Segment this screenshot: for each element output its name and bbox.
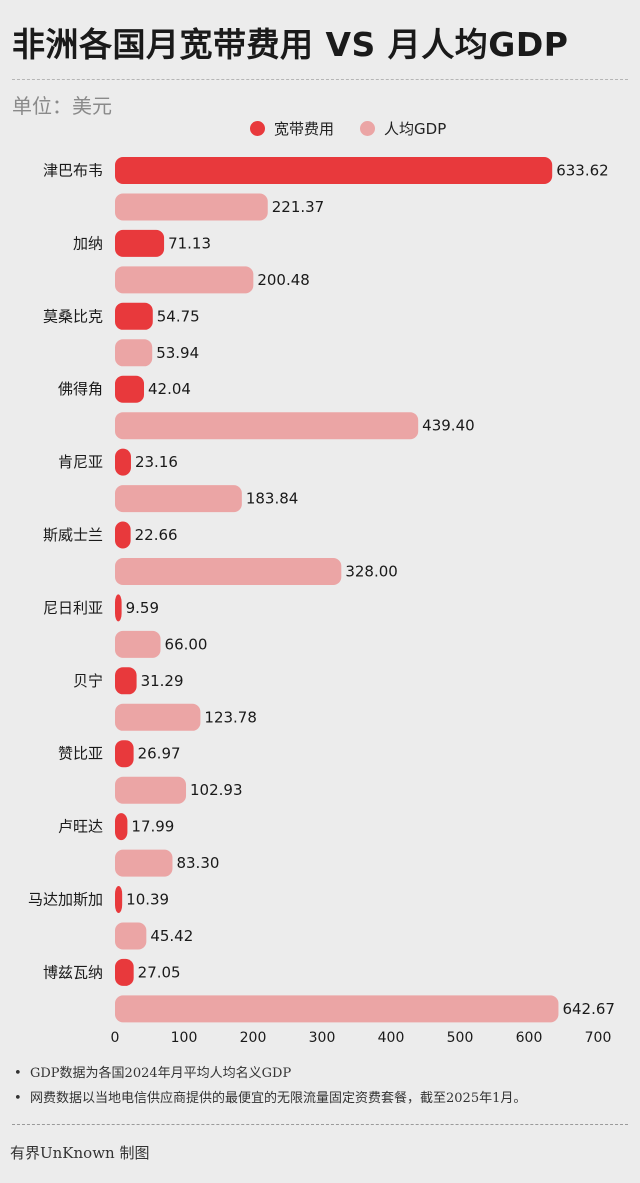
bar-gdp [115, 995, 559, 1023]
data-label: 54.75 [157, 307, 200, 325]
category-label: 加纳 [73, 234, 103, 252]
credit-line: 有界UnKnown 制图 [10, 1144, 150, 1162]
x-tick-label: 400 [378, 1030, 405, 1046]
data-label: 23.16 [135, 453, 178, 471]
data-label: 17.99 [131, 818, 174, 836]
category-label: 赞比亚 [58, 745, 103, 763]
x-tick-label: 300 [309, 1030, 336, 1046]
bar-gdp [115, 776, 187, 804]
legend-item-broadband: 宽带费用 [250, 118, 334, 139]
x-tick-label: 600 [516, 1030, 543, 1046]
data-label: 45.42 [150, 927, 193, 945]
data-label: 66.00 [165, 635, 208, 653]
category-label: 马达加斯加 [28, 891, 103, 909]
data-label: 27.05 [138, 963, 181, 981]
bar-gdp [115, 558, 342, 585]
footnote-gdp: GDP数据为各国2024年月平均人均名义GDP [10, 1064, 630, 1083]
chart-title: 非洲各国月宽带费用 VS 月人均GDP [12, 25, 569, 64]
data-label: 102.93 [190, 781, 243, 799]
bar-broadband [115, 958, 134, 986]
category-label: 佛得角 [58, 380, 103, 398]
bar-broadband [115, 302, 153, 330]
x-tick-label: 100 [171, 1030, 198, 1046]
legend-item-gdp: 人均GDP [360, 118, 446, 139]
bar-gdp [115, 412, 419, 440]
bar-gdp [115, 339, 153, 367]
data-label: 31.29 [141, 672, 184, 690]
bar-broadband [115, 375, 145, 403]
bar-broadband [115, 594, 122, 622]
category-label: 博兹瓦纳 [43, 963, 103, 981]
legend-label-broadband: 宽带费用 [274, 120, 335, 138]
data-label: 183.84 [246, 490, 299, 508]
top-divider [12, 79, 628, 80]
data-label: 221.37 [272, 198, 325, 216]
data-label: 9.59 [126, 599, 159, 617]
data-label: 439.40 [422, 417, 475, 435]
data-label: 83.30 [176, 854, 219, 872]
category-label: 肯尼亚 [58, 453, 103, 471]
category-label: 贝宁 [73, 672, 103, 690]
bar-gdp [115, 703, 201, 731]
data-label: 642.67 [562, 1000, 615, 1018]
bar-broadband [115, 157, 553, 184]
bar-broadband [115, 521, 131, 549]
category-label: 尼日利亚 [43, 599, 103, 617]
category-label: 莫桑比克 [43, 307, 103, 325]
data-label: 26.97 [138, 745, 181, 763]
x-tick-label: 200 [240, 1030, 267, 1046]
data-label: 633.62 [556, 162, 609, 180]
bar-broadband [115, 667, 137, 695]
x-tick-label: 0 [111, 1030, 120, 1046]
data-label: 42.04 [148, 380, 191, 398]
chart-legend: 宽带费用 人均GDP [250, 118, 472, 139]
bar-gdp [115, 630, 161, 658]
footnote-broadband: 网费数据以当地电信供应商提供的最便宜的无限流量固定资费套餐，截至2025年1月。 [10, 1089, 630, 1108]
category-label: 斯威士兰 [43, 526, 103, 544]
data-label: 123.78 [204, 708, 257, 726]
unit-label: 单位：美元 [12, 94, 112, 118]
bar-gdp [115, 922, 147, 950]
x-tick-label: 700 [585, 1030, 612, 1046]
data-label: 22.66 [135, 526, 178, 544]
data-label: 71.13 [168, 234, 211, 252]
data-label: 53.94 [156, 344, 199, 362]
legend-label-gdp: 人均GDP [384, 120, 447, 138]
category-label: 津巴布韦 [43, 162, 103, 180]
bar-broadband [115, 229, 165, 257]
footnotes: GDP数据为各国2024年月平均人均名义GDP 网费数据以当地电信供应商提供的最… [10, 1064, 630, 1114]
data-label: 10.39 [126, 891, 169, 909]
legend-swatch-gdp [360, 121, 376, 136]
bar-broadband [115, 740, 134, 768]
bar-broadband [115, 886, 123, 913]
bottom-divider [12, 1124, 628, 1125]
bar-gdp [115, 485, 242, 513]
bar-gdp [115, 193, 268, 221]
x-tick-label: 500 [447, 1030, 474, 1046]
bar-gdp [115, 266, 254, 294]
bar-chart: 津巴布韦 633.62 221.37 加纳 71.13 200.48 莫桑比克 54.75 53… [28, 157, 615, 1046]
category-label: 卢旺达 [58, 818, 103, 836]
bar-broadband [115, 813, 128, 841]
data-label: 200.48 [257, 271, 310, 289]
legend-swatch-broadband [250, 121, 265, 136]
bar-gdp [115, 849, 173, 877]
data-label: 328.00 [345, 563, 398, 581]
bar-broadband [115, 448, 131, 476]
